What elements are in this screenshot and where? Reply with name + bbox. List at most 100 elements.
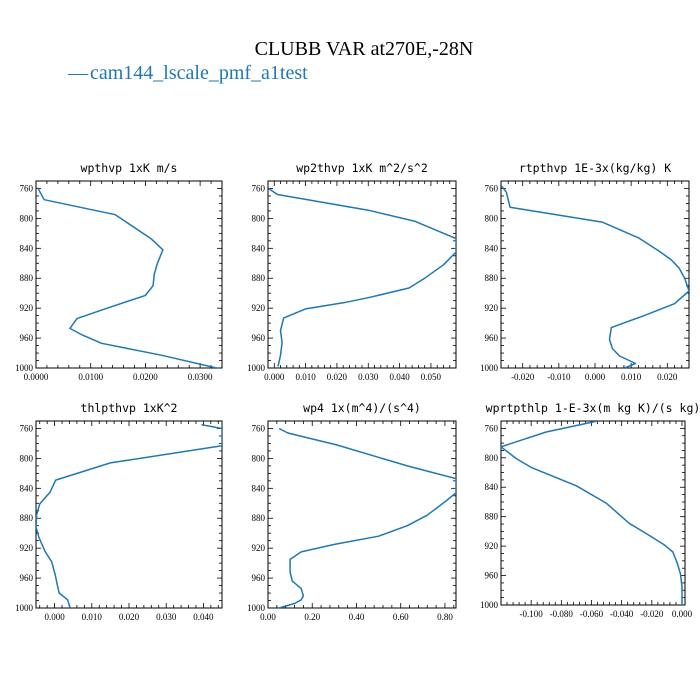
panel-title: wp4 1x(m^4)/(s^4) <box>303 401 421 415</box>
y-tick-label: 960 <box>20 573 34 583</box>
legend-label: cam144_lscale_pmf_a1test <box>90 62 308 84</box>
y-tick-label: 960 <box>485 571 499 581</box>
y-tick-label: 840 <box>485 243 499 253</box>
x-tick-label: 0.010 <box>82 612 103 622</box>
y-tick-label: 1000 <box>247 603 266 613</box>
y-tick-label: 920 <box>252 543 266 553</box>
profile-line <box>278 427 456 608</box>
y-tick-label: 920 <box>485 303 499 313</box>
x-tick-label: 0.00 <box>260 612 276 622</box>
y-tick-label: 840 <box>485 482 499 492</box>
y-tick-label: 760 <box>20 183 34 193</box>
plot-frame <box>267 420 457 609</box>
x-tick-label: 0.020 <box>657 372 678 382</box>
y-tick-label: 1000 <box>247 363 266 373</box>
y-tick-label: 880 <box>485 273 499 283</box>
y-tick-label: 760 <box>20 423 34 433</box>
panel-title: wp2thvp 1xK m^2/s^2 <box>296 161 428 175</box>
x-tick-label: 0.0200 <box>133 372 158 382</box>
x-tick-label: -0.100 <box>520 609 544 619</box>
y-tick-label: 960 <box>20 333 34 343</box>
x-tick-label: 0.0000 <box>24 372 49 382</box>
x-tick-label: 0.80 <box>437 612 453 622</box>
y-tick-label: 880 <box>485 512 499 522</box>
panel-grid: wpthvp 1xK m/s76080084088092096010000.00… <box>15 161 700 622</box>
y-tick-label: 800 <box>485 453 499 463</box>
y-tick-label: 800 <box>252 453 266 463</box>
x-tick-label: 0.000 <box>264 372 285 382</box>
y-tick-label: 840 <box>20 243 34 253</box>
panel-6: wprtpthlp 1-E-3x(m kg K)/(s kg) 760 800 840… <box>480 401 700 619</box>
x-tick-label: 0.040 <box>389 372 410 382</box>
profile-line <box>36 423 222 608</box>
panel-5: wp4 1x(m^4)/(s^4)76080084088092096010000… <box>247 401 457 622</box>
profile-line <box>501 185 689 368</box>
y-tick-label: 880 <box>252 513 266 523</box>
y-tick-label: 800 <box>252 213 266 223</box>
y-tick-label: 880 <box>20 273 34 283</box>
x-tick-label: 0.020 <box>119 612 140 622</box>
plot-frame <box>35 180 223 369</box>
y-tick-label: 760 <box>485 183 499 193</box>
y-tick-label: 800 <box>20 453 34 463</box>
y-tick-label: 960 <box>252 333 266 343</box>
x-tick-label: 0.020 <box>327 372 348 382</box>
x-tick-label: 0.40 <box>349 612 365 622</box>
legend-marker: — <box>67 62 89 84</box>
profile-line <box>268 187 456 367</box>
y-tick-label: 1000 <box>15 363 34 373</box>
figure-title: CLUBB VAR at270E,-28N <box>255 38 474 60</box>
x-tick-label: -0.020 <box>511 372 535 382</box>
y-tick-label: 1000 <box>480 600 499 610</box>
y-tick-label: 920 <box>20 543 34 553</box>
y-tick-label: 880 <box>252 273 266 283</box>
plot-frame <box>500 180 690 369</box>
x-tick-label: 0.000 <box>44 612 65 622</box>
profile-line <box>36 187 217 368</box>
y-tick-label: 760 <box>485 423 499 433</box>
y-tick-label: 1000 <box>15 603 34 613</box>
x-tick-label: 0.030 <box>358 372 379 382</box>
x-tick-label: 0.030 <box>156 612 177 622</box>
panel-2: wp2thvp 1xK m^2/s^2 760 800 840 880 920 960 100… <box>247 161 457 382</box>
panel-title: rtpthvp 1E-3x(kg/kg) K <box>519 161 671 175</box>
x-tick-label: -0.040 <box>610 609 634 619</box>
x-tick-label: 0.040 <box>193 612 214 622</box>
x-tick-label: 0.0300 <box>188 372 213 382</box>
x-tick-label: 0.050 <box>421 372 442 382</box>
x-tick-label: 0.000 <box>672 609 693 619</box>
plot-frame <box>35 420 223 609</box>
y-tick-label: 800 <box>20 213 34 223</box>
y-tick-label: 880 <box>20 513 34 523</box>
y-tick-label: 760 <box>252 183 266 193</box>
y-tick-label: 920 <box>20 303 34 313</box>
panel-title: wprtpthlp 1-E-3x(m kg K)/(s kg) <box>486 401 700 415</box>
x-tick-label: 0.010 <box>621 372 642 382</box>
x-tick-label: 0.000 <box>585 372 606 382</box>
y-tick-label: 760 <box>252 423 266 433</box>
y-tick-label: 960 <box>485 333 499 343</box>
panel-title: thlpthvp 1xK^2 <box>81 401 178 415</box>
panel-3: rtpthvp 1E-3x(kg/kg) K 760 800 840 880 920 960… <box>480 161 690 382</box>
x-tick-label: -0.020 <box>640 609 664 619</box>
x-tick-label: 0.0100 <box>78 372 103 382</box>
panel-title: wpthvp 1xK m/s <box>81 161 178 175</box>
plot-frame <box>500 420 686 606</box>
y-tick-label: 840 <box>252 243 266 253</box>
x-tick-label: 0.010 <box>295 372 316 382</box>
panel-1: wpthvp 1xK m/s 760 800 840 880 920 960 10000.00… <box>15 161 223 382</box>
x-tick-label: -0.010 <box>547 372 571 382</box>
y-tick-label: 1000 <box>480 363 499 373</box>
panel-4: thlpthvp 1xK^2 760 800 840 880 920 960 1000 0.00… <box>15 401 223 622</box>
y-tick-label: 840 <box>252 483 266 493</box>
y-tick-label: 840 <box>20 483 34 493</box>
profile-line <box>501 421 683 605</box>
y-tick-label: 920 <box>485 541 499 551</box>
x-tick-label: 0.60 <box>393 612 409 622</box>
y-tick-label: 920 <box>252 303 266 313</box>
x-tick-label: 0.20 <box>304 612 320 622</box>
x-tick-label: -0.080 <box>550 609 574 619</box>
x-tick-label: -0.060 <box>580 609 604 619</box>
y-tick-label: 960 <box>252 573 266 583</box>
